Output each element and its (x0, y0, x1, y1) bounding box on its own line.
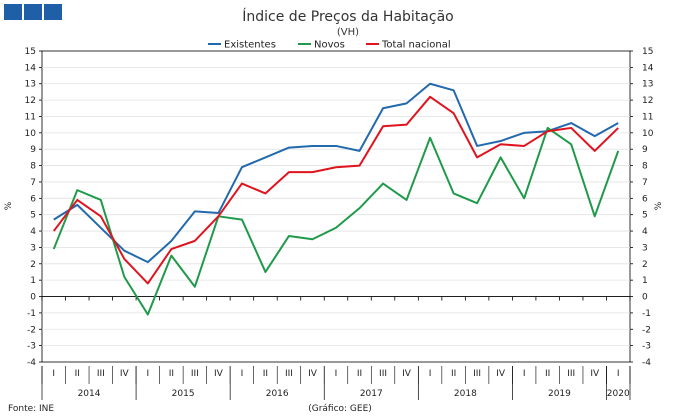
year-label: 2016 (266, 389, 289, 399)
x-quarter-label: I (429, 369, 432, 379)
credit-text: (Gráfico: GEE) (308, 404, 372, 414)
y-tick-label-right: 14 (642, 63, 654, 73)
y-tick-label-right: -3 (642, 342, 651, 352)
y-tick-label-right: 9 (642, 145, 648, 155)
y-tick-label-right: -1 (642, 309, 651, 319)
x-quarter-label: II (451, 369, 456, 379)
y-tick-label-left: 2 (30, 260, 36, 270)
legend-label-1: Existentes (224, 40, 276, 51)
year-label: 2020 (607, 389, 630, 399)
logo-block-2 (24, 4, 42, 20)
x-quarter-label: IV (120, 369, 130, 379)
x-quarter-label: III (285, 369, 293, 379)
y-tick-label-left: 14 (25, 63, 37, 73)
x-quarter-label: II (357, 369, 362, 379)
x-quarter-label: I (335, 369, 338, 379)
legend-label-3: Total nacional (381, 40, 451, 51)
x-quarter-label: II (75, 369, 80, 379)
y-tick-label-left: 10 (25, 129, 37, 139)
y-tick-label-right: 5 (642, 211, 648, 221)
y-tick-label-left: 1 (30, 276, 36, 286)
y-tick-label-right: 13 (642, 80, 653, 90)
series-line-2 (52, 126, 620, 316)
y-axis-label-left: % (4, 201, 14, 210)
x-quarter-label: III (473, 369, 481, 379)
logo-block-1 (4, 4, 22, 20)
y-tick-label-left: 9 (30, 145, 36, 155)
x-quarter-label: I (147, 369, 150, 379)
y-tick-label-right: 0 (642, 293, 648, 303)
x-quarter-label: IV (590, 369, 600, 379)
y-tick-label-left: -4 (27, 358, 36, 368)
y-tick-label-right: 10 (642, 129, 654, 139)
y-tick-label-right: 7 (642, 178, 648, 188)
x-quarter-label: IV (214, 369, 224, 379)
y-tick-label-left: 12 (25, 96, 36, 106)
y-tick-label-left: 4 (30, 227, 36, 237)
y-tick-label-left: 8 (30, 162, 36, 172)
x-quarter-label: IV (402, 369, 412, 379)
x-quarter-label: I (52, 369, 55, 379)
x-quarter-label: II (169, 369, 174, 379)
y-tick-label-right: -4 (642, 358, 651, 368)
x-quarter-label: I (241, 369, 244, 379)
y-tick-label-right: 3 (642, 243, 648, 253)
year-label: 2018 (454, 389, 477, 399)
x-quarter-label: IV (496, 369, 506, 379)
source-text: Fonte: INE (8, 404, 54, 414)
series-line-3 (52, 95, 619, 285)
y-tick-label-right: 4 (642, 227, 648, 237)
y-tick-label-left: 7 (30, 178, 36, 188)
y-axis-label-right: % (654, 201, 664, 210)
logo-block-3 (44, 4, 62, 20)
y-tick-label-left: 5 (30, 211, 36, 221)
y-tick-label-right: -2 (642, 325, 651, 335)
y-tick-label-left: 6 (30, 194, 36, 204)
x-quarter-label: III (97, 369, 105, 379)
y-tick-label-left: 11 (25, 112, 36, 122)
y-tick-label-right: 15 (642, 47, 653, 57)
year-label: 2019 (548, 389, 571, 399)
plot-frame (41, 50, 631, 363)
x-quarter-label: III (567, 369, 575, 379)
y-tick-label-right: 12 (642, 96, 653, 106)
y-tick-label-left: 0 (30, 293, 36, 303)
y-tick-label-left: -2 (27, 325, 36, 335)
year-label: 2015 (172, 389, 195, 399)
x-quarter-label: I (523, 369, 526, 379)
y-tick-label-right: 2 (642, 260, 648, 270)
x-quarter-label: I (617, 369, 620, 379)
y-tick-label-left: 15 (25, 47, 36, 57)
chart-subtitle: (VH) (337, 27, 359, 38)
y-tick-label-right: 11 (642, 112, 653, 122)
y-tick-label-left: -1 (27, 309, 36, 319)
series-line-1 (53, 82, 619, 264)
x-quarter-label: III (191, 369, 199, 379)
y-tick-label-right: 6 (642, 194, 648, 204)
x-quarter-label: IV (308, 369, 318, 379)
y-tick-label-right: 1 (642, 276, 648, 286)
y-tick-label-left: -3 (27, 342, 36, 352)
year-label: 2017 (360, 389, 383, 399)
y-tick-label-left: 13 (25, 80, 36, 90)
x-quarter-label: II (263, 369, 268, 379)
y-tick-label-left: 3 (30, 243, 36, 253)
x-quarter-label: III (379, 369, 387, 379)
legend-label-2: Novos (314, 40, 345, 51)
chart-title: Índice de Preços da Habitação (242, 8, 453, 25)
year-label: 2014 (78, 389, 101, 399)
y-tick-label-right: 8 (642, 162, 648, 172)
x-quarter-label: II (545, 369, 550, 379)
